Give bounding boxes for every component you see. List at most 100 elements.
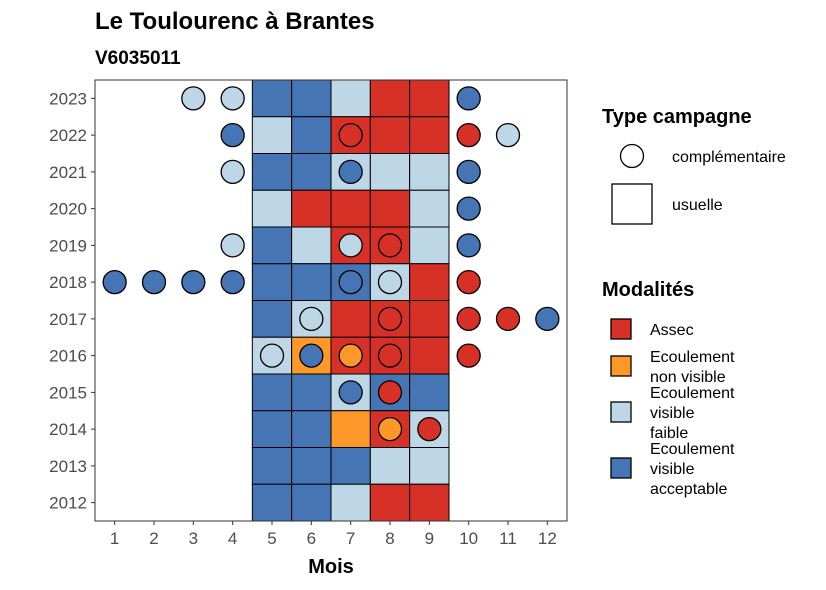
cell-2022-6	[291, 116, 332, 154]
legend-label-ecoulement_non_visible-0: Ecoulement	[650, 349, 735, 366]
point-2017-12	[535, 306, 560, 332]
cell-2023-9	[409, 79, 450, 118]
point-2022-10	[456, 122, 481, 148]
point-2019-8	[377, 233, 403, 258]
cell-2018-5	[251, 263, 293, 301]
y-tick-label-2023: 2023	[49, 89, 87, 108]
y-tick-label-2016: 2016	[49, 347, 87, 366]
point-2015-8	[377, 380, 403, 405]
cell-2015-6	[291, 373, 332, 412]
cell-2017-7	[330, 300, 371, 338]
y-tick-label-2017: 2017	[49, 310, 87, 329]
point-2017-10	[456, 306, 481, 332]
cell-2013-6	[291, 447, 332, 485]
legend-type-label-usuelle: usuelle	[672, 197, 723, 214]
legend-label-assec-0: Assec	[650, 322, 694, 339]
point-2022-4	[220, 122, 245, 148]
legend-modalites-title: Modalités	[602, 279, 694, 301]
x-tick-label-3: 3	[189, 529, 198, 548]
legend-square-symbol	[611, 183, 653, 225]
x-tick-label-5: 5	[267, 529, 276, 548]
point-2022-11	[495, 122, 521, 148]
point-2021-10	[456, 159, 481, 185]
legend-label-ecoulement_visible_faible-1: visible	[650, 405, 695, 422]
complementaire-points	[102, 86, 560, 442]
x-tick-label-6: 6	[307, 529, 316, 548]
cell-2015-5	[251, 373, 293, 412]
cell-2018-9	[409, 263, 450, 301]
cell-2012-8	[369, 483, 411, 522]
cell-2014-6	[291, 410, 332, 448]
cell-2020-7	[330, 189, 371, 228]
y-tick-label-2018: 2018	[49, 273, 87, 292]
cell-2022-5	[251, 116, 293, 154]
cell-2020-5	[251, 189, 293, 228]
point-2023-3	[181, 86, 206, 111]
cell-2014-7	[330, 410, 371, 448]
chart-subtitle: V6035011	[95, 48, 181, 69]
cell-2023-6	[291, 79, 332, 118]
cell-2020-6	[291, 189, 332, 228]
point-2014-9	[417, 416, 442, 442]
point-2021-4	[220, 159, 245, 185]
legend-label-ecoulement_visible_acceptable-0: Ecoulement	[650, 441, 735, 458]
point-2017-11	[495, 306, 521, 332]
point-2019-10	[456, 233, 481, 258]
cell-2023-5	[251, 79, 293, 118]
cell-2013-8	[369, 447, 411, 485]
point-2022-7	[338, 122, 363, 148]
cell-2016-9	[409, 336, 450, 375]
usuelle-cells	[251, 79, 450, 522]
legend-label-ecoulement_visible_acceptable-2: acceptable	[650, 481, 727, 498]
cell-2018-6	[291, 263, 332, 301]
cell-2015-9	[409, 373, 450, 412]
cell-2012-6	[291, 483, 332, 522]
y-tick-label-2019: 2019	[49, 236, 87, 255]
cell-2017-9	[409, 300, 450, 338]
x-tick-label-9: 9	[425, 529, 434, 548]
x-axis: 1 2 3 4 5 6 7 8 9 10 11 12	[110, 521, 557, 548]
legend-circle-symbol	[619, 143, 645, 169]
point-2021-7	[338, 159, 363, 185]
y-tick-label-2020: 2020	[49, 200, 87, 219]
cell-2012-7	[330, 483, 371, 522]
plot-panel-border	[94, 79, 568, 522]
cell-2014-5	[251, 410, 293, 448]
point-2018-4	[220, 269, 245, 295]
point-2023-10	[456, 86, 481, 111]
cell-2022-8	[369, 116, 411, 154]
cell-2021-5	[251, 153, 293, 191]
point-2019-4	[220, 233, 245, 258]
legend-swatch-assec	[610, 318, 632, 340]
point-2018-1	[102, 269, 127, 295]
cell-2020-9	[409, 189, 450, 228]
point-2015-7	[338, 380, 363, 405]
point-2016-8	[377, 343, 403, 368]
x-axis-title: Mois	[308, 556, 354, 578]
cell-2013-7	[330, 447, 371, 485]
cell-2012-5	[251, 483, 293, 522]
point-2018-3	[181, 269, 206, 295]
legend-label-ecoulement_visible_faible-2: faible	[650, 425, 688, 442]
cell-2021-9	[409, 153, 450, 191]
cell-2015-8	[369, 373, 411, 412]
cell-2019-9	[409, 226, 450, 265]
point-2016-5	[259, 343, 285, 368]
point-2016-6	[299, 343, 324, 368]
x-tick-label-7: 7	[346, 529, 355, 548]
point-2017-6	[299, 306, 324, 332]
legend-label-ecoulement_non_visible-1: non visible	[650, 369, 726, 386]
legend-swatch-ecoulement_non_visible	[610, 355, 632, 377]
legend-label-ecoulement_visible_faible-0: Ecoulement	[650, 385, 735, 402]
point-2016-7	[338, 343, 363, 368]
legend-type-title: Type campagne	[602, 106, 752, 128]
cell-2021-8	[369, 153, 411, 191]
x-tick-label-12: 12	[538, 529, 557, 548]
cell-2019-5	[251, 226, 293, 265]
cell-2017-5	[251, 300, 293, 338]
x-tick-label-1: 1	[110, 529, 119, 548]
cell-2023-8	[369, 79, 411, 118]
x-tick-label-4: 4	[228, 529, 237, 548]
